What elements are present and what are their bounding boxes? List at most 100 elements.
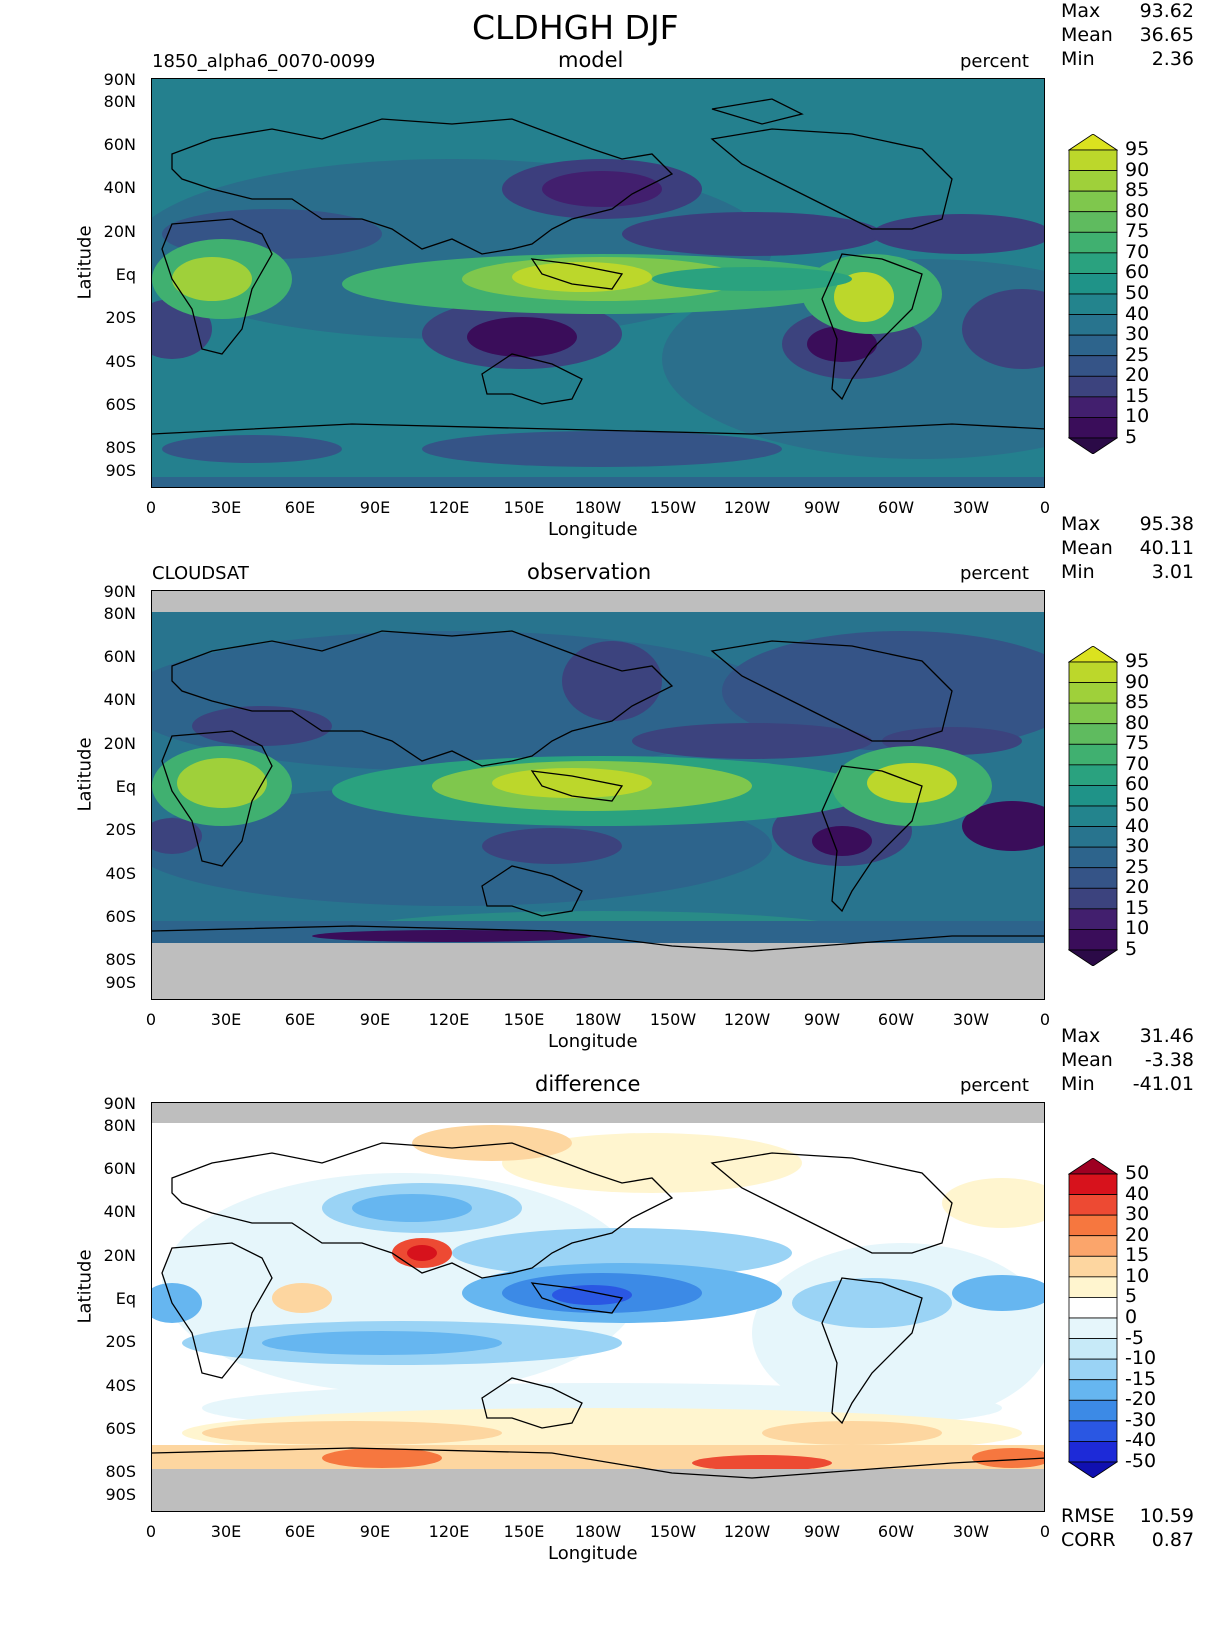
colorbar-bin <box>1067 1157 1119 1175</box>
colorbar-tick-label: 90 <box>1125 670 1150 693</box>
colorbar-bin <box>1068 1255 1118 1278</box>
colorbar-bin <box>1068 682 1118 704</box>
colorbar-bin <box>1068 1399 1118 1422</box>
lat-tick: 80N <box>103 92 136 111</box>
stat-mean-value: 36.65 <box>1139 24 1194 46</box>
y-axis-label: Latitude <box>74 737 96 812</box>
lon-tick: 150E <box>503 1522 545 1541</box>
stat-min-label: Min <box>1061 561 1095 583</box>
colorbar-bin <box>1068 231 1118 254</box>
lon-tick: 60E <box>284 1522 316 1541</box>
lon-tick: 180W <box>574 498 622 517</box>
rmse-label: RMSE <box>1061 1505 1115 1527</box>
colorbar-tick-label: 25 <box>1125 855 1150 878</box>
colorbar-bin <box>1068 170 1118 192</box>
stat-mean-label: Mean <box>1061 1049 1113 1071</box>
lon-tick: 0 <box>1039 1522 1051 1541</box>
colorbar-tick-label: 30 <box>1125 1203 1150 1226</box>
x-axis-label: Longitude <box>548 519 638 540</box>
lat-tick: 90N <box>103 582 136 601</box>
panel-subtitle: model <box>558 48 624 72</box>
stat-mean-label: Mean <box>1061 537 1113 559</box>
colorbar-bin <box>1068 805 1118 827</box>
stat-min-value: -41.01 <box>1132 1073 1194 1095</box>
lon-tick: 30W <box>952 1522 990 1541</box>
stat-max-value: 93.62 <box>1139 0 1194 22</box>
panel-subtitle: observation <box>527 560 652 584</box>
lat-tick: 20N <box>103 734 136 753</box>
colorbar-bin <box>1068 743 1118 766</box>
lon-tick: 30E <box>210 1522 242 1541</box>
colorbar-tick-label: 20 <box>1125 876 1150 899</box>
colorbar-tick-label: 70 <box>1125 752 1150 775</box>
lon-tick: 60E <box>284 1010 316 1029</box>
lon-tick: 150E <box>503 498 545 517</box>
units-label: percent <box>960 51 1029 72</box>
lat-tick: 80S <box>105 438 136 457</box>
colorbar-tick-label: -30 <box>1125 1408 1157 1431</box>
colorbar-bin <box>1068 293 1118 315</box>
colorbar-tick-label: 60 <box>1125 773 1150 796</box>
units-label: percent <box>960 1075 1029 1096</box>
colorbar-tick-label: 0 <box>1125 1306 1138 1328</box>
lon-tick: 60W <box>877 498 915 517</box>
colorbar-tick-label: 5 <box>1125 426 1138 448</box>
lon-tick: 0 <box>145 498 157 517</box>
colorbar-tick-label: 70 <box>1125 240 1150 263</box>
stat-mean-value: 40.11 <box>1139 537 1194 559</box>
lat-tick: 90S <box>105 973 136 992</box>
lat-tick: 80S <box>105 1462 136 1481</box>
colorbar-bin <box>1068 1317 1118 1339</box>
colorbar-bin <box>1068 1297 1118 1319</box>
stat-min-value: 3.01 <box>1151 561 1194 583</box>
colorbar-bin <box>1068 396 1118 418</box>
lat-tick: 60N <box>103 1159 136 1178</box>
colorbar-bin <box>1067 437 1119 455</box>
colorbar-bin <box>1068 211 1118 233</box>
lon-tick: 150W <box>649 498 697 517</box>
stat-max-label: Max <box>1061 0 1101 22</box>
colorbar-tick-label: 30 <box>1125 835 1150 858</box>
colorbar-bin <box>1068 764 1118 786</box>
lat-tick: 60N <box>103 647 136 666</box>
colorbar-bin <box>1068 314 1118 336</box>
colorbar-tick-label: 50 <box>1125 282 1150 304</box>
lon-tick: 0 <box>145 1010 157 1029</box>
lat-tick: Eq <box>115 1289 136 1308</box>
colorbar-bin <box>1068 334 1118 357</box>
colorbar-bin <box>1067 133 1119 151</box>
colorbar-tick-label: 15 <box>1125 1244 1150 1267</box>
stat-max-label: Max <box>1061 1025 1101 1047</box>
x-axis-label: Longitude <box>548 1031 638 1052</box>
stat-min-label: Min <box>1061 1073 1095 1095</box>
colorbar-bin <box>1068 355 1118 377</box>
case-name: CLOUDSAT <box>152 563 249 584</box>
x-axis-label: Longitude <box>548 1543 638 1564</box>
colorbar-bin <box>1068 1194 1118 1216</box>
lat-tick: 40S <box>105 864 136 883</box>
colorbar-bin <box>1068 723 1118 745</box>
stat-max-value: 31.46 <box>1139 1025 1194 1047</box>
map-model <box>151 78 1045 488</box>
lon-tick: 120W <box>723 1522 771 1541</box>
map-model-field <box>152 79 1044 487</box>
colorbar-tick-label: 15 <box>1125 384 1150 407</box>
colorbar-bin <box>1068 252 1118 274</box>
colorbar-bin <box>1068 417 1118 439</box>
colorbar-bin <box>1068 661 1118 683</box>
lon-tick: 90W <box>803 498 841 517</box>
y-axis-label: Latitude <box>74 225 96 300</box>
colorbar-tick-label: 5 <box>1125 938 1138 960</box>
colorbar-bin <box>1068 1441 1118 1463</box>
lon-tick: 90E <box>359 1522 391 1541</box>
colorbar-bin <box>1068 785 1118 807</box>
colorbar-tick-label: 50 <box>1125 794 1150 816</box>
colorbar-tick-label: 95 <box>1125 138 1150 160</box>
map-difference-field <box>152 1103 1044 1511</box>
lon-tick: 30E <box>210 498 242 517</box>
lon-tick: 150W <box>649 1010 697 1029</box>
lat-tick: 20S <box>105 308 136 327</box>
units-label: percent <box>960 563 1029 584</box>
colorbar-bin <box>1068 1358 1118 1381</box>
lat-tick: 80S <box>105 950 136 969</box>
